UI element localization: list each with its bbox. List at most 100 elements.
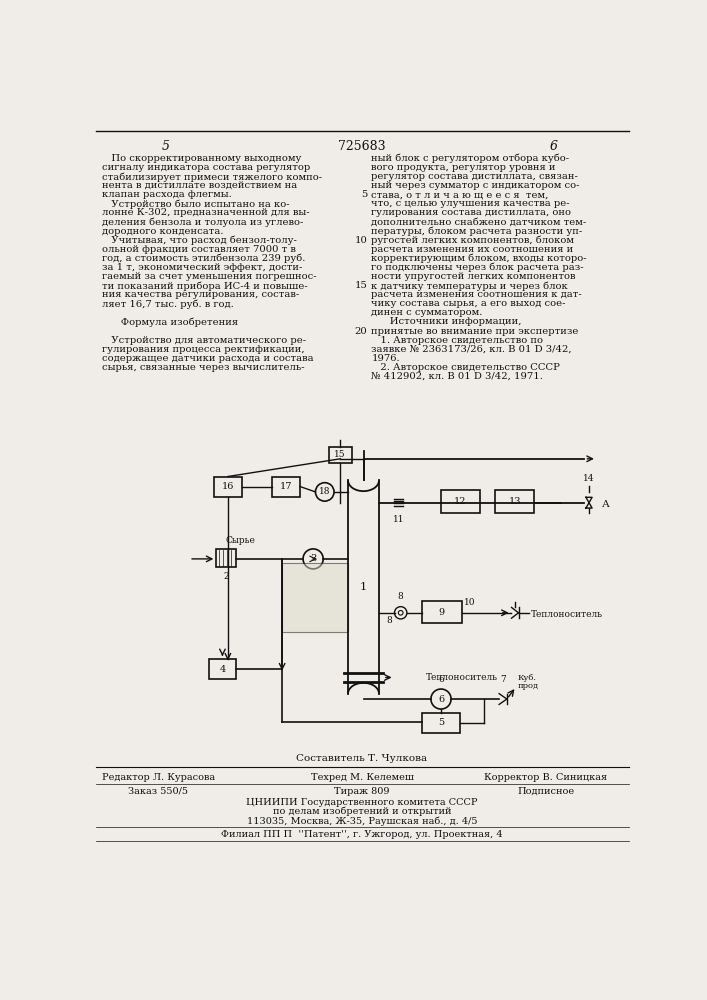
Text: ности упругостей легких компонентов: ности упругостей легких компонентов <box>371 272 575 281</box>
Text: ляет 16,7 тыс. руб. в год.: ляет 16,7 тыс. руб. в год. <box>103 299 234 309</box>
Text: Заказ 550/5: Заказ 550/5 <box>128 787 188 796</box>
Text: ЦНИИПИ Государственного комитета СССР: ЦНИИПИ Государственного комитета СССР <box>246 798 478 807</box>
Text: принятые во внимание при экспертизе: принятые во внимание при экспертизе <box>371 327 578 336</box>
Text: Составитель Т. Чулкова: Составитель Т. Чулкова <box>296 754 428 763</box>
Text: 2. Авторское свидетельство СССР: 2. Авторское свидетельство СССР <box>371 363 560 372</box>
Text: 5: 5 <box>162 140 170 153</box>
Text: пературы, блоком расчета разности уп-: пературы, блоком расчета разности уп- <box>371 227 583 236</box>
Text: чику состава сырья, а его выход сое-: чику состава сырья, а его выход сое- <box>371 299 566 308</box>
Text: Корректор В. Синицкая: Корректор В. Синицкая <box>484 773 607 782</box>
Bar <box>441 490 480 513</box>
Text: ный через сумматор с индикатором со-: ный через сумматор с индикатором со- <box>371 181 580 190</box>
Text: 8: 8 <box>387 616 392 625</box>
Text: 3: 3 <box>310 554 316 563</box>
Text: корректирующим блоком, входы которо-: корректирующим блоком, входы которо- <box>371 254 587 263</box>
Text: расчета изменения соотношения к дат-: расчета изменения соотношения к дат- <box>371 290 582 299</box>
Text: к датчику температуры и через блок: к датчику температуры и через блок <box>371 281 568 291</box>
Text: № 412902, кл. В 01 D 3/42, 1971.: № 412902, кл. В 01 D 3/42, 1971. <box>371 372 543 381</box>
Text: Источники информации,: Источники информации, <box>371 317 522 326</box>
Text: за 1 т, экономический эффект, дости-: за 1 т, экономический эффект, дости- <box>103 263 303 272</box>
Text: 4: 4 <box>219 665 226 674</box>
Text: ти показаний прибора ИС-4 и повыше-: ти показаний прибора ИС-4 и повыше- <box>103 281 308 291</box>
Bar <box>282 563 348 632</box>
Text: Устройство было испытано на ко-: Устройство было испытано на ко- <box>103 199 290 209</box>
Text: Теплоноситель: Теплоноситель <box>426 673 498 682</box>
Text: 1: 1 <box>360 582 367 592</box>
Text: по делам изобретений и открытий: по делам изобретений и открытий <box>273 807 451 816</box>
Text: 113035, Москва, Ж-35, Раушская наб., д. 4/5: 113035, Москва, Ж-35, Раушская наб., д. … <box>247 816 477 826</box>
Text: нента в дистиллате воздействием на: нента в дистиллате воздействием на <box>103 181 298 190</box>
Text: год, а стоимость этилбензола 239 руб.: год, а стоимость этилбензола 239 руб. <box>103 254 305 263</box>
Text: 5: 5 <box>361 190 368 199</box>
Text: 6: 6 <box>438 675 444 684</box>
Text: 13: 13 <box>508 497 521 506</box>
Text: става, о т л и ч а ю щ е е с я  тем,: става, о т л и ч а ю щ е е с я тем, <box>371 190 549 199</box>
Bar <box>421 601 462 623</box>
Text: А: А <box>602 500 609 509</box>
Text: 9: 9 <box>439 608 445 617</box>
Text: го подключены через блок расчета раз-: го подключены через блок расчета раз- <box>371 263 584 272</box>
Bar <box>495 490 534 513</box>
Text: Учитывая, что расход бензол-толу-: Учитывая, что расход бензол-толу- <box>103 236 297 245</box>
Text: 2: 2 <box>223 572 229 581</box>
Text: 6: 6 <box>438 695 444 704</box>
Text: стабилизирует примеси тяжелого компо-: стабилизирует примеси тяжелого компо- <box>103 172 322 182</box>
Text: 725683: 725683 <box>338 140 386 153</box>
Text: 10: 10 <box>354 236 368 245</box>
Text: Филиал ПП П  ''Патент'', г. Ужгород, ул. Проектная, 4: Филиал ПП П ''Патент'', г. Ужгород, ул. … <box>221 830 503 839</box>
Text: лонне К-302, предназначенной для вы-: лонне К-302, предназначенной для вы- <box>103 208 310 217</box>
Text: сырья, связанные через вычислитель-: сырья, связанные через вычислитель- <box>103 363 305 372</box>
Text: дородного конденсата.: дородного конденсата. <box>103 227 224 236</box>
Text: ругостей легких компонентов, блоком: ругостей легких компонентов, блоком <box>371 236 574 245</box>
Bar <box>272 477 300 497</box>
Text: Теплоноситель: Теплоноситель <box>531 610 603 619</box>
Text: вого продукта, регулятор уровня и: вого продукта, регулятор уровня и <box>371 163 556 172</box>
Text: 16: 16 <box>222 482 234 491</box>
Text: Подписное: Подписное <box>517 787 574 796</box>
Text: 7: 7 <box>500 675 506 684</box>
Text: Куб.: Куб. <box>518 674 537 682</box>
Text: 20: 20 <box>355 327 368 336</box>
Text: дополнительно снабжено датчиком тем-: дополнительно снабжено датчиком тем- <box>371 217 587 226</box>
Text: расчета изменения их соотношения и: расчета изменения их соотношения и <box>371 245 573 254</box>
Bar <box>214 477 242 497</box>
Text: гулирования состава дистиллата, оно: гулирования состава дистиллата, оно <box>371 208 571 217</box>
Bar <box>209 659 236 679</box>
Text: регулятор состава дистиллата, связан-: регулятор состава дистиллата, связан- <box>371 172 578 181</box>
Text: 1976.: 1976. <box>371 354 400 363</box>
Text: Устройство для автоматического ре-: Устройство для автоматического ре- <box>103 336 306 345</box>
Text: гулирования процесса ректификации,: гулирования процесса ректификации, <box>103 345 305 354</box>
Text: гаемый за счет уменьшения погрешнос-: гаемый за счет уменьшения погрешнос- <box>103 272 317 281</box>
Text: 11: 11 <box>392 515 404 524</box>
Text: заявке № 2363173/26, кл. В 01 D 3/42,: заявке № 2363173/26, кл. В 01 D 3/42, <box>371 345 572 354</box>
Text: Формула изобретения: Формула изобретения <box>103 317 238 327</box>
Text: что, с целью улучшения качества ре-: что, с целью улучшения качества ре- <box>371 199 570 208</box>
Text: 6: 6 <box>549 140 557 153</box>
Text: 12: 12 <box>454 497 467 506</box>
Text: 14: 14 <box>583 474 595 483</box>
Text: клапан расхода флегмы.: клапан расхода флегмы. <box>103 190 232 199</box>
Text: 8: 8 <box>398 592 404 601</box>
Bar <box>216 549 236 567</box>
Text: ния качества регулирования, состав-: ния качества регулирования, состав- <box>103 290 300 299</box>
Text: 17: 17 <box>280 482 292 491</box>
Text: 15: 15 <box>334 450 346 459</box>
Text: По скорректированному выходному: По скорректированному выходному <box>103 154 302 163</box>
Text: Тираж 809: Тираж 809 <box>334 787 390 796</box>
Text: динен с сумматором.: динен с сумматором. <box>371 308 483 317</box>
Text: ный блок с регулятором отбора кубо-: ный блок с регулятором отбора кубо- <box>371 154 569 163</box>
Text: Техред М. Келемеш: Техред М. Келемеш <box>310 773 414 782</box>
Text: ольной фракции составляет 7000 т в: ольной фракции составляет 7000 т в <box>103 245 296 254</box>
Text: деления бензола и толуола из углево-: деления бензола и толуола из углево- <box>103 217 304 227</box>
Bar <box>329 447 352 463</box>
Text: 10: 10 <box>464 598 475 607</box>
Text: Сырье: Сырье <box>226 536 255 545</box>
Text: 1. Авторское свидетельство по: 1. Авторское свидетельство по <box>371 336 543 345</box>
Text: 15: 15 <box>354 281 368 290</box>
Text: сигналу индикатора состава регулятор: сигналу индикатора состава регулятор <box>103 163 310 172</box>
Text: 18: 18 <box>319 487 330 496</box>
Bar <box>421 713 460 733</box>
Text: Редактор Л. Курасова: Редактор Л. Курасова <box>102 773 215 782</box>
Text: 5: 5 <box>438 718 444 727</box>
Text: прод: прод <box>518 682 539 690</box>
